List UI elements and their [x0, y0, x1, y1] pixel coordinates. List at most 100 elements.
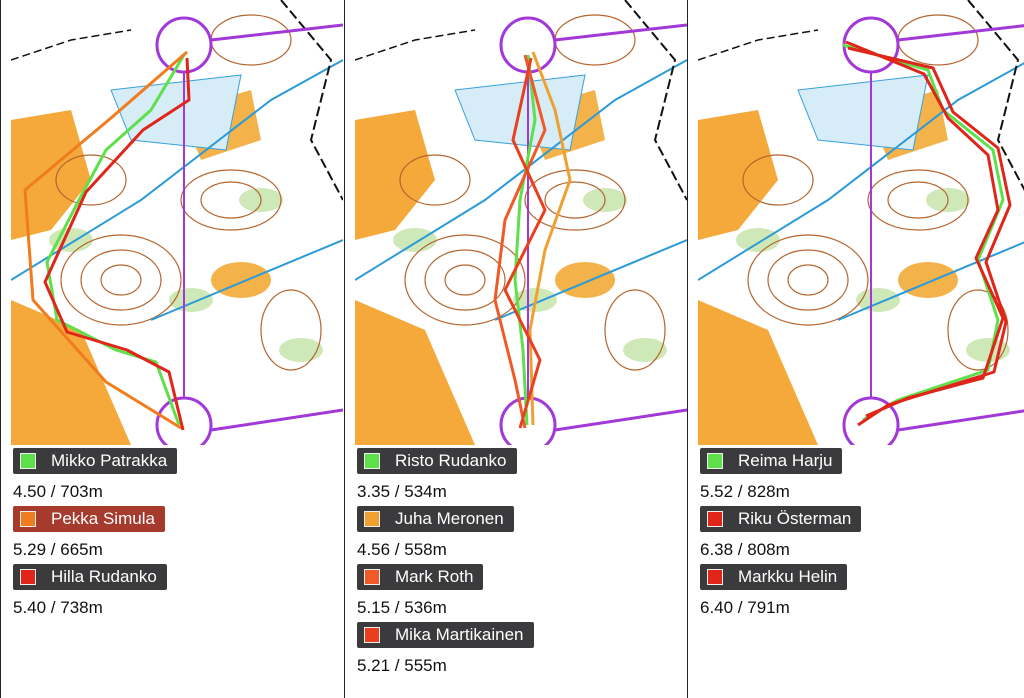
runner-tag[interactable]: Reima Harju [700, 448, 843, 474]
map [355, 0, 687, 445]
finish-control [842, 396, 900, 445]
route [845, 40, 1005, 418]
open-land [211, 262, 271, 298]
runner-result: 6.40 / 791m [700, 598, 790, 617]
runner-tag[interactable]: Riku Österman [700, 506, 862, 532]
boundary [554, 23, 687, 432]
contour [787, 264, 829, 296]
boundary [897, 24, 1024, 432]
path [698, 29, 819, 61]
route-swatch [707, 569, 723, 585]
route-swatch [364, 511, 380, 527]
route [493, 54, 547, 429]
open-land [698, 300, 818, 445]
map-panel: Reima Harju 5.52 / 828m Riku Österman 6.38 … [687, 0, 1024, 698]
map-panel: Mikko Patrakka 4.50 / 703m Pekka Simula 5.2… [0, 0, 344, 698]
contour [399, 154, 471, 206]
contour [947, 289, 1009, 371]
contour [524, 169, 626, 231]
path [967, 0, 1024, 191]
route-swatch [707, 511, 723, 527]
map [11, 0, 343, 445]
contour [747, 234, 869, 326]
open-land [898, 262, 958, 298]
runner-name: Mark Roth [395, 567, 474, 586]
contour [444, 264, 486, 296]
open-land [555, 262, 615, 298]
contour [60, 234, 182, 326]
contour [544, 181, 606, 219]
runner-name: Reima Harju [738, 451, 833, 470]
open-land [355, 300, 475, 445]
vegetation [623, 338, 667, 362]
route [513, 54, 537, 426]
runner-name: Mikko Patrakka [51, 451, 168, 470]
contour [100, 264, 142, 296]
contour [867, 169, 969, 231]
contour [887, 181, 949, 219]
runner-tag[interactable]: Mark Roth [357, 564, 484, 590]
open-land [698, 110, 778, 240]
runner-tag[interactable]: Risto Rudanko [357, 448, 517, 474]
contour [80, 249, 162, 311]
open-land [355, 110, 435, 240]
map-panel: Risto Rudanko 3.35 / 534m Juha Meronen 4.56… [344, 0, 687, 698]
route [43, 57, 191, 431]
contour [200, 181, 262, 219]
stream [150, 239, 343, 321]
route [528, 51, 572, 426]
runner-name: Juha Meronen [395, 509, 504, 528]
route-swatch [707, 453, 723, 469]
runner-result: 5.29 / 665m [13, 540, 103, 559]
contour [260, 289, 322, 371]
runner-tag[interactable]: Hilla Rudanko [13, 564, 167, 590]
runner-tag[interactable]: Pekka Simula [13, 506, 165, 532]
runner-result: 4.56 / 558m [357, 540, 447, 559]
route-swatch [364, 569, 380, 585]
contour [604, 289, 666, 371]
runner-name: Mika Martikainen [395, 625, 524, 644]
start-control [155, 16, 213, 74]
contour [55, 154, 127, 206]
runner-name: Markku Helin [738, 567, 838, 586]
route [23, 50, 188, 430]
contour [180, 169, 282, 231]
path [355, 29, 476, 61]
route-swatch [20, 453, 36, 469]
contour [742, 154, 814, 206]
runner-name: Riku Österman [738, 509, 852, 528]
contour [767, 249, 849, 311]
runner-name: Risto Rudanko [395, 451, 507, 470]
open-land [11, 110, 91, 240]
runner-result: 5.40 / 738m [13, 598, 103, 617]
runner-result: 5.21 / 555m [357, 656, 447, 675]
vegetation [736, 228, 780, 252]
contour [424, 249, 506, 311]
runner-tag[interactable]: Mika Martikainen [357, 622, 534, 648]
vegetation [169, 288, 213, 312]
finish-control [155, 396, 213, 445]
stream [11, 59, 343, 281]
contour [404, 234, 526, 326]
runner-tag[interactable]: Markku Helin [700, 564, 848, 590]
runner-result: 5.15 / 536m [357, 598, 447, 617]
vegetation [856, 288, 900, 312]
marsh [797, 74, 929, 151]
path [280, 0, 343, 201]
route [503, 57, 547, 429]
stream [698, 62, 1024, 281]
runner-name: Hilla Rudanko [51, 567, 157, 586]
runner-tag[interactable]: Juha Meronen [357, 506, 514, 532]
vegetation [279, 338, 323, 362]
runner-result: 4.50 / 703m [13, 482, 103, 501]
route [842, 43, 1005, 422]
path [11, 29, 132, 61]
runner-tag[interactable]: Mikko Patrakka [13, 448, 178, 474]
stream [355, 59, 687, 281]
runner-name: Pekka Simula [51, 509, 155, 528]
path [624, 0, 687, 201]
route-swatch [364, 627, 380, 643]
vegetation [393, 228, 437, 252]
runner-result: 5.52 / 828m [700, 482, 790, 501]
